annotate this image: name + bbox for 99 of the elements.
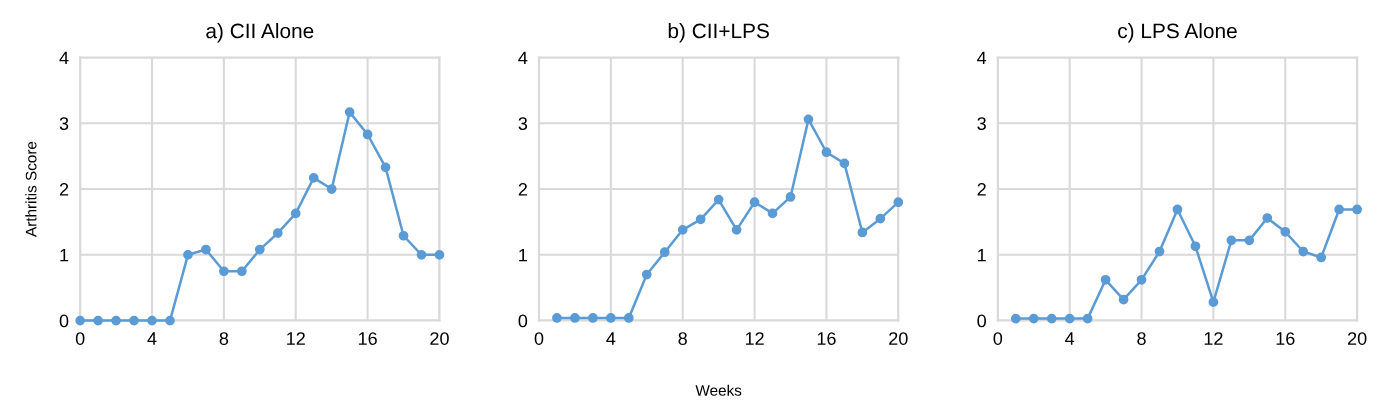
point (1010, 313, 1021, 324)
point (570, 313, 580, 323)
point (875, 213, 886, 224)
y-tick-label: 1 (978, 248, 986, 262)
x-axis-title: Weeks (695, 384, 742, 396)
point (326, 184, 337, 194)
y-tick-label: 3 (518, 117, 528, 131)
point (1172, 204, 1183, 215)
y-axis-title: Arthritis Score (25, 141, 37, 237)
point (749, 197, 760, 208)
point (183, 249, 193, 260)
x-tick-label: 0 (75, 332, 85, 345)
y-tick-label: 3 (977, 117, 986, 131)
point (1280, 226, 1291, 237)
point (659, 247, 670, 258)
x-tick-label: 8 (678, 332, 687, 345)
point (731, 224, 742, 235)
x-tick-label: 12 (287, 332, 305, 345)
x-tick-label: 4 (606, 332, 616, 345)
point (165, 315, 175, 326)
point (236, 266, 247, 277)
point (821, 147, 832, 158)
point (308, 173, 319, 183)
point (1082, 313, 1093, 324)
y-tick-label: 4 (518, 51, 528, 65)
point (1226, 235, 1237, 246)
x-tick-label: 20 (430, 332, 449, 345)
point (344, 107, 355, 117)
chart-title: b) CII+LPS (668, 23, 769, 43)
point (1334, 204, 1345, 215)
point (434, 249, 445, 260)
point (416, 249, 427, 260)
point (1064, 313, 1075, 324)
point (588, 313, 598, 323)
y-tick-label: 2 (59, 182, 69, 196)
point (1118, 294, 1129, 305)
x-tick-label: 8 (219, 332, 229, 345)
x-tick-label: 4 (147, 332, 157, 345)
x-tick-label: 0 (993, 332, 1003, 345)
point (219, 266, 229, 277)
point (380, 162, 391, 173)
y-tick-label: 0 (518, 314, 528, 328)
point (290, 208, 301, 219)
y-tick-label: 0 (59, 314, 69, 328)
chart-title: c) LPS Alone (1118, 23, 1237, 43)
point (93, 315, 103, 326)
point (75, 315, 86, 326)
y-tick-label: 2 (518, 182, 527, 196)
point (552, 313, 562, 323)
point (785, 192, 796, 202)
point (1262, 213, 1273, 223)
point (254, 244, 265, 255)
x-tick-label: 16 (358, 332, 377, 345)
point (147, 315, 157, 326)
point (641, 269, 652, 280)
point (111, 315, 121, 326)
point (623, 313, 634, 323)
point (1136, 274, 1147, 285)
point (893, 197, 904, 208)
point (1100, 274, 1111, 285)
x-tick-label: 8 (1137, 332, 1146, 345)
x-tick-label: 0 (534, 332, 544, 345)
point (1154, 246, 1165, 257)
point (1316, 252, 1327, 263)
y-tick-label: 0 (977, 314, 986, 328)
point (362, 129, 373, 140)
point (839, 158, 850, 169)
x-tick-label: 16 (817, 332, 836, 345)
point (857, 227, 868, 238)
x-tick-label: 20 (889, 332, 908, 345)
x-tick-label: 16 (1276, 332, 1295, 345)
y-tick-label: 2 (977, 182, 986, 196)
y-tick-label: 1 (60, 248, 69, 262)
point (201, 244, 211, 255)
point (272, 228, 283, 238)
chart-title: a) CII Alone (206, 23, 314, 43)
point (1028, 313, 1039, 324)
point (1190, 241, 1201, 252)
point (1244, 235, 1255, 246)
y-tick-label: 4 (977, 51, 987, 65)
point (1352, 204, 1362, 215)
x-tick-label: 12 (745, 332, 764, 345)
point (713, 194, 724, 205)
point (1046, 313, 1057, 324)
point (1208, 297, 1219, 308)
point (803, 114, 814, 125)
x-tick-label: 12 (1204, 332, 1223, 345)
x-tick-label: 20 (1347, 332, 1367, 345)
point (129, 315, 139, 326)
y-tick-label: 4 (59, 51, 69, 65)
point (605, 313, 616, 323)
x-tick-label: 4 (1065, 332, 1075, 345)
y-tick-label: 3 (59, 117, 69, 131)
y-tick-label: 1 (519, 248, 527, 262)
point (767, 208, 778, 219)
point (1298, 246, 1309, 257)
point (677, 224, 688, 235)
point (695, 214, 706, 225)
point (398, 230, 409, 241)
